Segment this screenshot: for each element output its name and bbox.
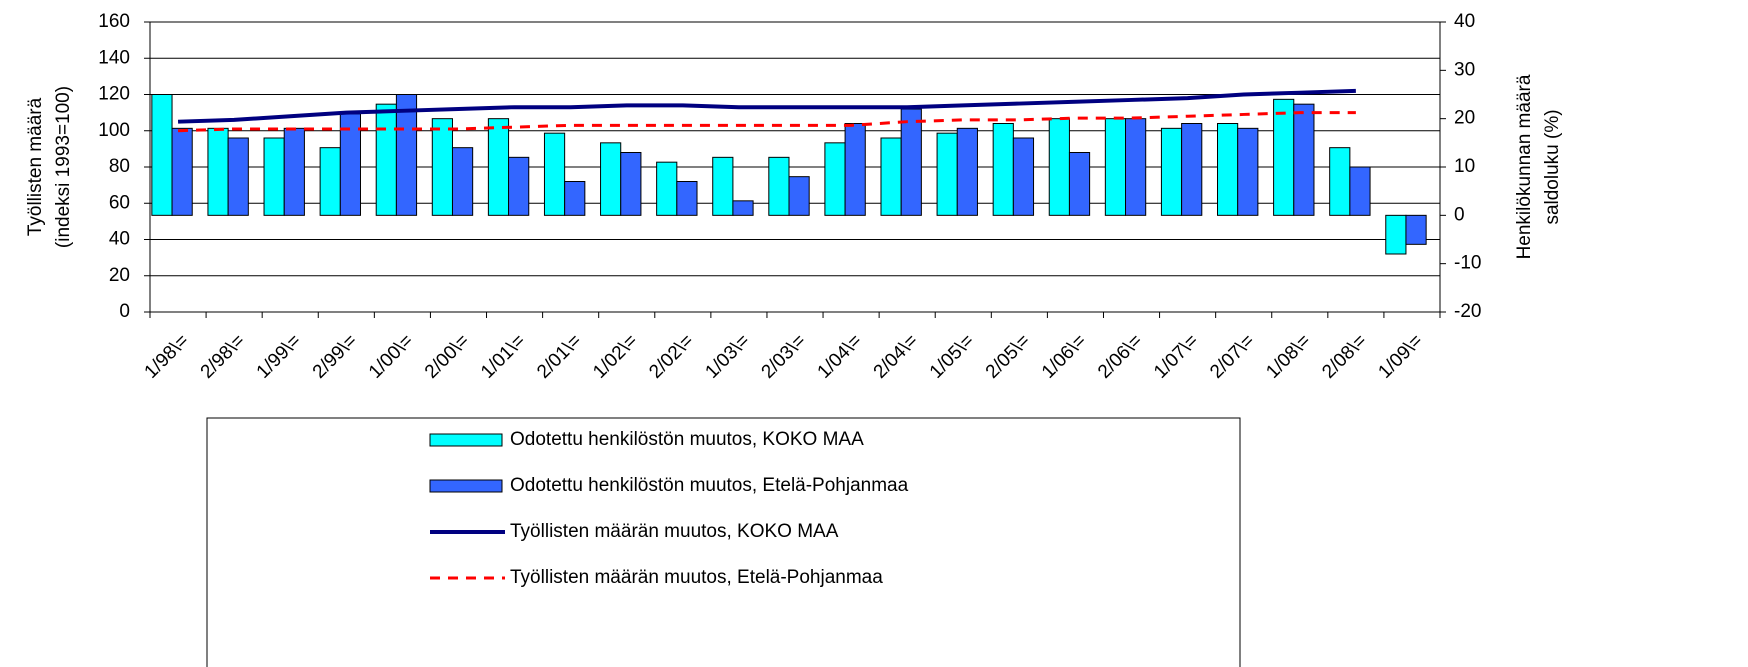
y2-axis-title: saldoluku (%) — [1542, 109, 1563, 224]
y-axis-title: Työllisten määrä — [25, 97, 46, 236]
x-tick-label: 2/98\= — [197, 330, 250, 383]
x-tick-label: 2/05\= — [982, 330, 1035, 383]
y-tick-label: 20 — [109, 265, 130, 286]
bar — [1385, 214, 1407, 255]
bar — [768, 156, 790, 216]
y-tick-label: 120 — [98, 84, 130, 105]
bar — [844, 123, 866, 216]
bar — [732, 200, 754, 216]
bar — [1012, 137, 1035, 216]
bar — [1181, 123, 1203, 216]
x-tick-label: 2/02\= — [645, 330, 698, 383]
line — [177, 88, 1356, 124]
bar — [1293, 103, 1315, 216]
y2-axis-title: Henkilökunnan määrä — [1514, 74, 1535, 259]
y-tick-label: 60 — [109, 192, 130, 213]
bar — [207, 127, 229, 216]
bar — [1329, 147, 1351, 216]
bar — [283, 127, 305, 216]
bar — [1273, 98, 1295, 216]
legend-label: Työllisten määrän muutos, KOKO MAA — [510, 521, 839, 542]
bar — [956, 127, 978, 216]
bar — [151, 94, 173, 216]
x-tick-label: 1/00\= — [365, 330, 418, 383]
bar — [227, 137, 249, 216]
bar — [620, 152, 642, 216]
x-tick-label: 1/98\= — [141, 330, 194, 383]
x-tick-label: 2/04\= — [870, 330, 923, 383]
y2-tick-label: -10 — [1454, 253, 1481, 274]
bar — [263, 137, 285, 216]
bar — [1349, 166, 1371, 216]
bar — [395, 94, 418, 216]
legend-swatch — [429, 433, 503, 447]
y-tick-label: 100 — [98, 120, 130, 141]
bar — [451, 147, 474, 216]
bar — [543, 132, 566, 216]
bar — [712, 156, 734, 216]
bar — [1104, 118, 1127, 216]
bar — [375, 103, 397, 216]
bar — [1048, 118, 1070, 216]
bar — [1237, 127, 1259, 216]
bar — [171, 127, 193, 216]
legend-label: Odotettu henkilöstön muutos, Etelä-Pohja… — [510, 475, 909, 496]
x-tick-label: 1/09\= — [1374, 330, 1427, 383]
x-tick-label: 2/06\= — [1094, 330, 1147, 383]
y2-tick-label: 0 — [1454, 204, 1465, 225]
bar — [319, 147, 341, 216]
x-tick-label: 1/03\= — [701, 330, 754, 383]
y2-tick-label: 30 — [1454, 59, 1475, 80]
bar — [508, 156, 530, 216]
x-tick-label: 1/06\= — [1038, 330, 1091, 383]
y-tick-label: 80 — [109, 156, 130, 177]
bar — [936, 132, 958, 216]
bar — [788, 176, 810, 216]
bar — [824, 142, 846, 216]
bar — [1405, 214, 1427, 245]
y2-tick-label: -20 — [1454, 301, 1481, 322]
bar — [656, 161, 678, 216]
x-tick-label: 2/99\= — [309, 330, 362, 383]
bar — [676, 181, 698, 216]
legend-label: Odotettu henkilöstön muutos, KOKO MAA — [510, 429, 864, 450]
y2-tick-label: 40 — [1454, 11, 1475, 32]
x-tick-label: 1/05\= — [926, 330, 979, 383]
legend-swatch — [429, 479, 503, 493]
y-tick-label: 140 — [98, 47, 130, 68]
y-tick-label: 0 — [119, 301, 130, 322]
y-tick-label: 40 — [109, 229, 130, 250]
x-tick-label: 1/08\= — [1262, 330, 1315, 383]
y2-tick-label: 10 — [1454, 156, 1475, 177]
x-tick-label: 1/07\= — [1150, 330, 1203, 383]
x-tick-label: 2/03\= — [758, 330, 811, 383]
legend-box — [206, 417, 1241, 667]
bar — [1125, 118, 1147, 216]
line — [177, 111, 1356, 133]
bar — [600, 142, 622, 216]
x-tick-label: 1/04\= — [814, 330, 867, 383]
bar — [900, 108, 922, 216]
legend-label: Työllisten määrän muutos, Etelä-Pohjanma… — [510, 567, 883, 588]
y-axis-title: (indeksi 1993=100) — [53, 86, 74, 248]
x-tick-label: 2/08\= — [1318, 330, 1371, 383]
x-tick-label: 1/02\= — [589, 330, 642, 383]
bar — [1160, 127, 1183, 216]
x-tick-label: 2/01\= — [533, 330, 586, 383]
bar — [1068, 152, 1091, 216]
bar — [992, 123, 1014, 216]
bar — [880, 137, 902, 216]
y-tick-label: 160 — [98, 11, 130, 32]
x-tick-label: 2/07\= — [1206, 330, 1259, 383]
x-tick-label: 1/99\= — [253, 330, 306, 383]
x-tick-label: 2/00\= — [421, 330, 474, 383]
bar — [564, 181, 586, 216]
y2-tick-label: 20 — [1454, 108, 1475, 129]
x-tick-label: 1/01\= — [477, 330, 530, 383]
bar — [1217, 123, 1239, 216]
bar — [431, 118, 453, 216]
bar — [487, 118, 510, 216]
